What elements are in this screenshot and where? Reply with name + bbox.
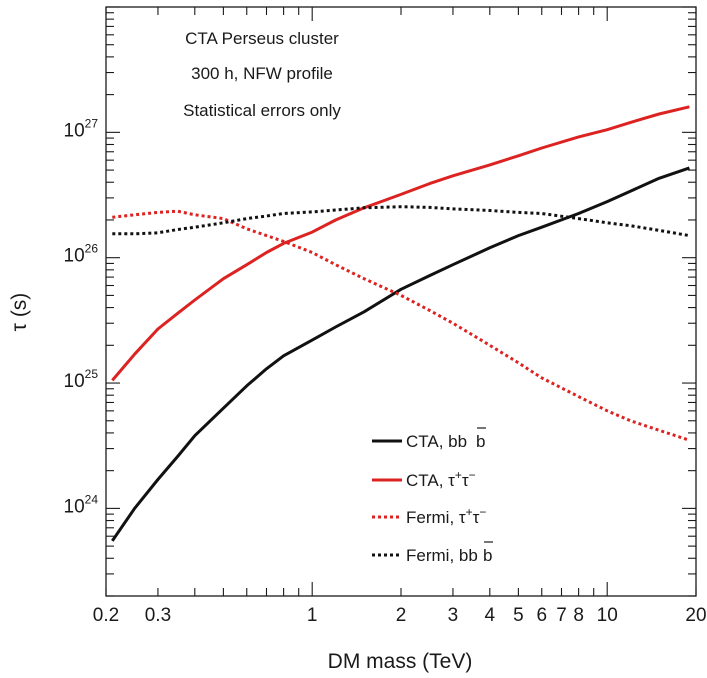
- y-axis-title: τ (s): [8, 293, 31, 332]
- x-tick-label: 1: [307, 605, 318, 626]
- legend-label-cta-tautau: CTA, τ+τ−: [406, 468, 476, 490]
- x-tick-label: 20: [685, 605, 706, 626]
- x-tick-label: 4: [485, 605, 496, 626]
- x-tick-label: 5: [513, 605, 524, 626]
- y-tick-label: 1024: [64, 492, 99, 517]
- legend-label-cta-bb: CTA, bb: [406, 432, 467, 451]
- annotations: CTA Perseus cluster 300 h, NFW profile S…: [183, 29, 341, 120]
- x-tick-label: 8: [573, 605, 584, 626]
- x-tick-label: 6: [536, 605, 547, 626]
- y-tick-label: 1027: [64, 116, 99, 141]
- legend-label-fermi-bb-bar: b: [483, 546, 492, 565]
- series-line-2: [112, 209, 690, 442]
- series-layer: [111, 105, 690, 542]
- series-line-0: [111, 166, 690, 542]
- axes: 0.2 0.3 1 2 3 4 5 6 7 8 10 20 1024 1025 1026 1027: [64, 6, 707, 626]
- annotation-title: CTA Perseus cluster: [185, 29, 339, 48]
- series-line-1: [111, 105, 690, 382]
- series-line-3: [112, 205, 690, 238]
- legend: CTA, bb b CTA, τ+τ− Fermi, τ+τ− Fermi, b…: [372, 427, 493, 565]
- x-tick-label: 0.3: [145, 605, 171, 626]
- x-tick-label: 3: [448, 605, 459, 626]
- x-axis-title: DM mass (TeV): [328, 650, 473, 673]
- y-tick-label: 1026: [64, 242, 99, 267]
- x-tick-label: 7: [556, 605, 567, 626]
- x-tick-label: 0.2: [93, 605, 119, 626]
- legend-label-cta-bb-bar: b: [476, 432, 485, 451]
- x-tick-label: 10: [597, 605, 618, 626]
- annotation-exposure: 300 h, NFW profile: [191, 64, 333, 83]
- legend-label-fermi-tautau: Fermi, τ+τ−: [406, 505, 486, 527]
- x-tick-label: 2: [396, 605, 407, 626]
- y-tick-label: 1025: [64, 367, 99, 392]
- legend-label-fermi-bb: Fermi, bb: [406, 546, 478, 565]
- annotation-errors: Statistical errors only: [183, 101, 341, 120]
